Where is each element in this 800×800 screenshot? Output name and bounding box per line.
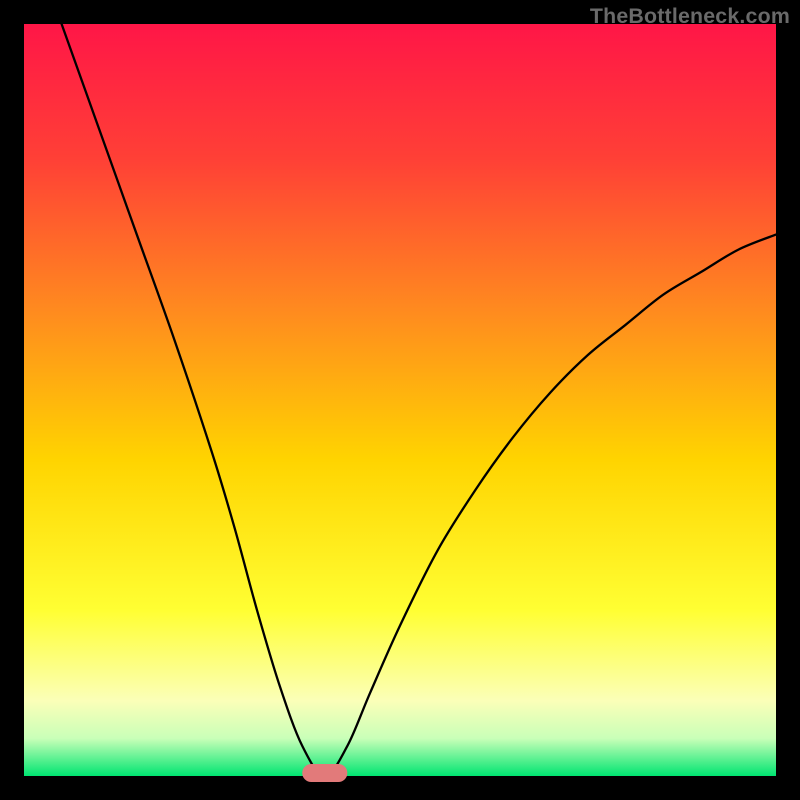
chart-svg <box>0 0 800 800</box>
gradient-plot-area <box>24 24 776 776</box>
chart-stage: TheBottleneck.com <box>0 0 800 800</box>
optimal-marker <box>302 764 347 782</box>
